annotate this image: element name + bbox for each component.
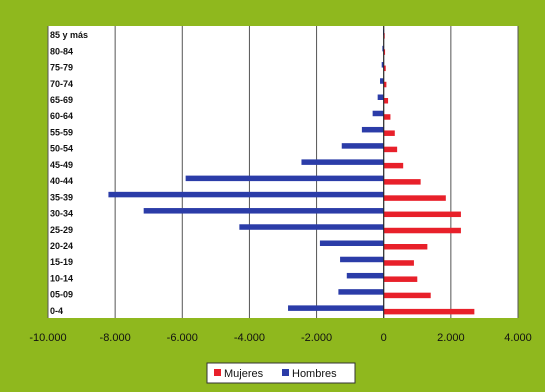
legend: Mujeres Hombres <box>206 362 356 384</box>
bar-mujeres <box>383 308 475 315</box>
bar-mujeres <box>383 130 395 136</box>
category-label: 80-84 <box>50 46 73 56</box>
legend-box <box>206 362 356 384</box>
x-tick-label: -10.000 <box>29 332 66 344</box>
x-tick-label: -4.000 <box>234 332 265 344</box>
x-tick-labels: -10.000 -8.000 -6.000 -4.000 -2.000 0 2.000 4.0… <box>29 332 531 344</box>
bar-mujeres <box>383 195 446 201</box>
bar-mujeres <box>383 244 428 250</box>
category-label: 35-39 <box>50 192 73 202</box>
bar-mujeres <box>383 211 461 218</box>
category-label: 05-09 <box>50 290 73 300</box>
bar-mujeres <box>383 260 414 266</box>
bar-hombres <box>341 143 384 149</box>
bar-mujeres <box>383 227 461 234</box>
bar-hombres <box>319 240 384 246</box>
bar-mujeres <box>383 292 431 299</box>
bar-mujeres <box>383 98 389 104</box>
legend-label-hombres: Hombres <box>292 368 337 380</box>
x-tick-label: 0 <box>381 332 387 344</box>
bar-hombres <box>288 305 384 311</box>
x-tick-label: -8.000 <box>100 332 131 344</box>
category-label: 75-79 <box>50 63 73 73</box>
category-label: 0-4 <box>50 306 63 316</box>
legend-swatch-hombres <box>282 369 289 376</box>
bar-hombres <box>380 78 384 84</box>
bar-hombres <box>381 62 384 68</box>
bar-mujeres <box>383 114 391 120</box>
bar-hombres <box>340 256 384 263</box>
bar-hombres <box>372 110 384 117</box>
category-label: 60-64 <box>50 111 73 121</box>
category-label: 55-59 <box>50 127 73 137</box>
category-label: 15-19 <box>50 257 73 267</box>
category-label: 50-54 <box>50 144 73 154</box>
category-label: 65-69 <box>50 95 73 105</box>
legend-swatch-mujeres <box>214 369 221 376</box>
x-tick-label: -2.000 <box>301 332 332 344</box>
bar-hombres <box>361 126 384 133</box>
category-label: 30-34 <box>50 209 73 219</box>
plot-area <box>48 26 518 318</box>
bar-mujeres <box>383 162 404 169</box>
bar-mujeres <box>383 65 386 72</box>
bar-hombres <box>346 272 384 279</box>
category-label: 85 y más <box>50 30 88 40</box>
x-tick-label: 2.000 <box>437 332 465 344</box>
bar-hombres <box>338 289 384 295</box>
category-label: 70-74 <box>50 79 73 89</box>
legend-label-mujeres: Mujeres <box>224 368 264 380</box>
category-label: 45-49 <box>50 160 73 170</box>
bar-hombres <box>301 159 384 165</box>
x-tick-label: 4.000 <box>504 332 532 344</box>
category-label: 10-14 <box>50 273 73 283</box>
bar-mujeres <box>383 146 398 153</box>
x-tick-label: -6.000 <box>167 332 198 344</box>
bar-hombres <box>108 191 384 198</box>
bar-mujeres <box>383 49 386 55</box>
category-label: 40-44 <box>50 176 73 186</box>
bar-hombres <box>377 94 384 100</box>
bar-mujeres <box>383 276 418 282</box>
bars <box>108 26 475 318</box>
bar-hombres <box>382 45 384 52</box>
bar-hombres <box>143 208 384 214</box>
category-label: 20-24 <box>50 241 73 251</box>
bar-hombres <box>239 224 384 230</box>
bar-mujeres <box>383 179 421 185</box>
bar-mujeres <box>383 81 387 88</box>
category-labels: 85 y más 80-84 75-79 70-74 65-69 60-64 55-59 50… <box>50 30 88 316</box>
category-label: 25-29 <box>50 225 73 235</box>
bar-hombres <box>185 175 384 182</box>
